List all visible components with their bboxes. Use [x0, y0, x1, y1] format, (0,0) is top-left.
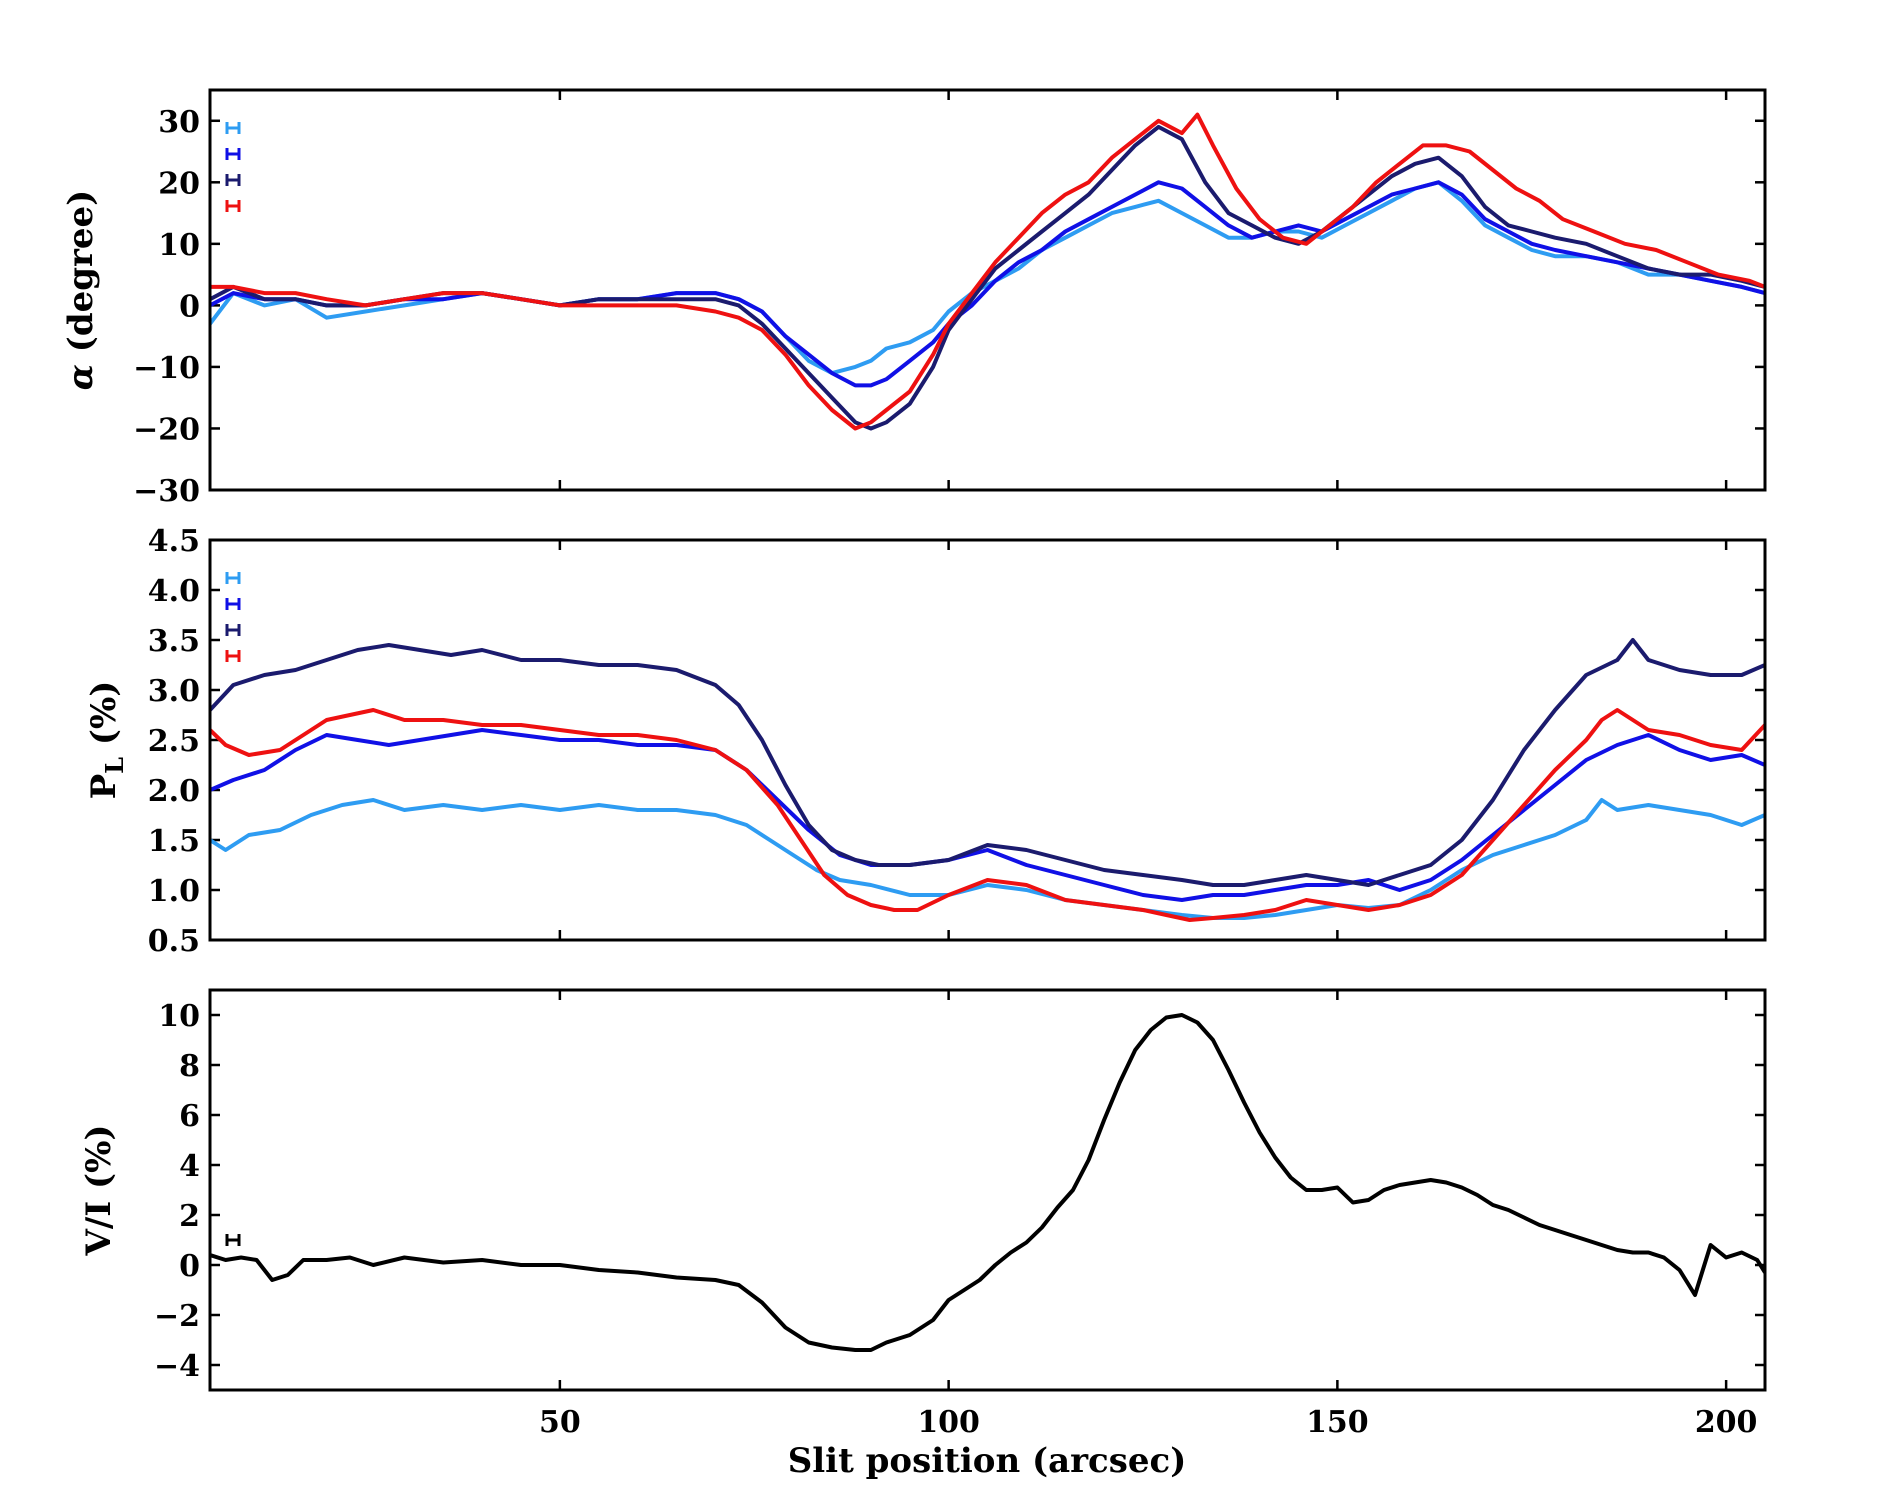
plot-frame	[208, 538, 1767, 942]
y-axis-title-main: V/I	[79, 1201, 119, 1257]
y-tick-label: 1.0	[148, 874, 200, 909]
y-tick-label: 1.5	[148, 824, 200, 859]
y-tick-label: 3.5	[148, 624, 200, 659]
y-axis-title: V/I (%)	[79, 1124, 119, 1256]
x-tick-label: 100	[917, 1405, 980, 1440]
alpha-panel: −30 −20 −10 0 10 20 30 α (degree)	[61, 88, 1767, 509]
plot-frame	[208, 88, 1767, 492]
y-tick-label: 0	[179, 1249, 200, 1284]
y-axis-title-unit: (%)	[79, 1124, 119, 1200]
y-tick-label: −2	[154, 1299, 200, 1334]
series-line-light-blue	[210, 798, 1765, 920]
y-tick-label: 20	[158, 166, 200, 201]
y-axis-title-main: P	[84, 774, 124, 800]
plot-frame	[208, 988, 1767, 1392]
y-tick-label: −10	[133, 351, 200, 386]
error-bar-indicator	[225, 200, 241, 212]
y-tick-label: 10	[158, 999, 200, 1034]
y-tick-label: −20	[133, 412, 200, 447]
y-tick-label: 4	[179, 1149, 200, 1184]
x-tick-label: 50	[539, 1405, 581, 1440]
error-bar-indicator	[225, 572, 241, 584]
y-tick-label: 8	[179, 1049, 200, 1084]
series-line-black	[210, 1013, 1765, 1352]
series-group	[210, 1013, 1765, 1352]
y-axis-title-subscript: L	[100, 757, 129, 774]
y-axis-title: α (degree)	[61, 190, 101, 391]
x-tick-label: 200	[1695, 1405, 1758, 1440]
y-tick-label: 2.5	[148, 724, 200, 759]
y-tick-label: −30	[133, 474, 200, 509]
series-group	[210, 638, 1765, 922]
x-tick-label: 150	[1306, 1405, 1369, 1440]
series-line-blue	[210, 728, 1765, 902]
y-tick-label: 6	[179, 1099, 200, 1134]
series-line-red	[210, 112, 1765, 431]
error-bar-indicator	[225, 174, 241, 186]
series-line-navy	[210, 638, 1765, 887]
y-tick-label: 4.5	[148, 524, 200, 559]
y-tick-label: 0	[179, 289, 200, 324]
polarization-panel: 0.5 1.0 1.5 2.0 2.5 3.0 3.5 4.0 4.5 PL (%)	[84, 524, 1767, 959]
series-line-red	[210, 708, 1765, 922]
error-bar-indicator	[225, 122, 241, 134]
error-bar-indicator	[225, 624, 241, 636]
y-tick-label: 3.0	[148, 674, 200, 709]
error-bar-indicator	[225, 1234, 241, 1246]
series-line-navy	[210, 124, 1765, 431]
y-axis-title-unit: (degree)	[61, 190, 101, 364]
y-axis-title: PL (%)	[84, 681, 129, 800]
y-tick-label: 2.0	[148, 774, 200, 809]
x-axis-title: Slit position (arcsec)	[788, 1441, 1187, 1481]
y-tick-label: 10	[158, 228, 200, 263]
series-group	[210, 112, 1765, 431]
error-bar-indicator	[225, 650, 241, 662]
error-bar-indicator	[225, 148, 241, 160]
y-tick-label: 30	[158, 105, 200, 140]
error-bar-indicator	[225, 598, 241, 610]
y-axis-title-unit: (%)	[84, 681, 124, 757]
circular-polarization-panel: 50 100 150 200 −4 −2 0 2 4 6 8 10 V/I (%)	[79, 988, 1767, 1440]
y-tick-label: −4	[154, 1349, 200, 1384]
y-axis-title-main: α	[61, 364, 101, 390]
y-tick-label: 4.0	[148, 574, 200, 609]
y-tick-label: 0.5	[148, 924, 200, 959]
y-tick-label: 2	[179, 1199, 200, 1234]
